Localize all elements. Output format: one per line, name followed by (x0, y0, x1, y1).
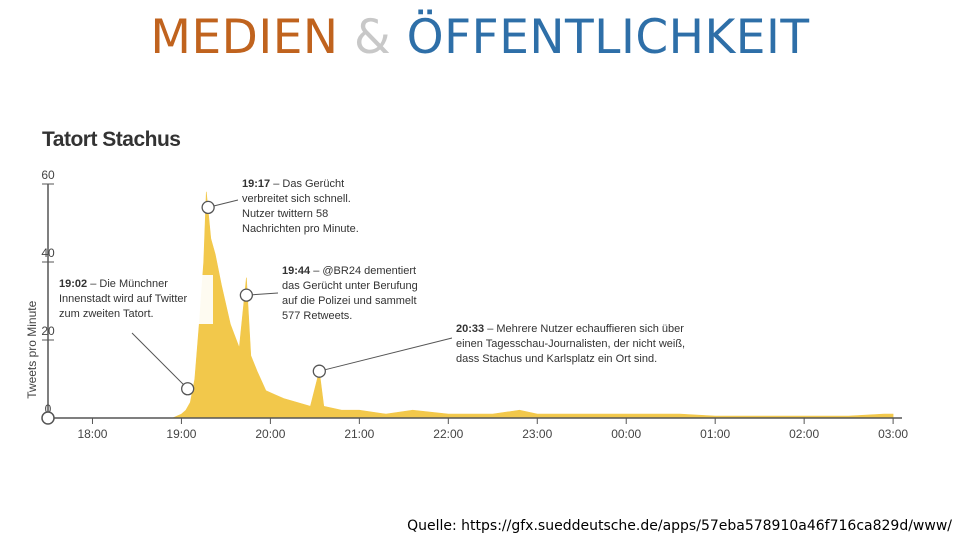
y-tick-label-0: 0 (45, 402, 52, 416)
x-tick-label-3: 21:00 (344, 427, 374, 441)
slide-title-medien: MEDIEN (150, 10, 339, 65)
x-tick-label-6: 00:00 (611, 427, 641, 441)
x-tick-label-8: 02:00 (789, 427, 819, 441)
area-series-0 (172, 191, 894, 419)
x-tick-label-2: 20:00 (255, 427, 285, 441)
origin-marker (41, 411, 55, 425)
annotation-text: – Das Gerücht verbreitet sich schnell. N… (242, 178, 359, 235)
annotation-marker-0 (181, 382, 195, 396)
annotation-leader-0 (131, 332, 189, 390)
annotation-text: – @BR24 dementiert das Gerücht unter Ber… (282, 265, 418, 322)
chart-title: Tatort Stachus (42, 128, 181, 151)
annotation-marker-1 (201, 200, 215, 215)
x-tick-label-0: 18:00 (77, 427, 107, 441)
source-citation: Quelle: https://gfx.sueddeutsche.de/apps… (407, 518, 952, 534)
annotation-text: – Mehrere Nutzer echauffieren sich über … (456, 323, 686, 365)
x-tick-label-7: 01:00 (700, 427, 730, 441)
annotation-time: 19:02 (59, 278, 88, 290)
x-tick-label-1: 19:00 (166, 427, 196, 441)
y-axis-label: Tweets pro Minute (25, 300, 39, 398)
annotation-time: 19:44 (282, 265, 311, 277)
annotation-1917: 19:17 – Das Gerücht verbreitet sich schn… (238, 175, 378, 239)
annotation-time: 19:17 (242, 178, 271, 190)
annotation-marker-2 (239, 288, 254, 302)
x-tick-label-9: 03:00 (878, 427, 908, 441)
annotation-1902: 19:02 – Die Münchner Innenstadt wird auf… (55, 275, 213, 324)
annotation-time: 20:33 (456, 323, 485, 335)
x-tick-label-5: 23:00 (522, 427, 552, 441)
annotation-leader-3 (319, 337, 453, 372)
y-tick-label-2: 40 (41, 246, 55, 260)
x-tick-label-4: 22:00 (433, 427, 463, 441)
annotation-marker-3 (312, 364, 326, 378)
slide-title-oeffentlichkeit: ÖFFENTLICHKEIT (406, 10, 810, 65)
slide-title: MEDIEN & ÖFFENTLICHKEIT (0, 10, 960, 65)
annotation-1944: 19:44 – @BR24 dementiert das Gerücht unt… (278, 262, 438, 326)
slide-title-ampersand: & (354, 10, 392, 65)
y-tick-label-3: 60 (41, 168, 55, 182)
annotation-2033: 20:33 – Mehrere Nutzer echauffieren sich… (452, 320, 710, 369)
y-tick-label-1: 20 (41, 324, 55, 338)
annotation-text: – Die Münchner Innenstadt wird auf Twitt… (59, 278, 188, 320)
